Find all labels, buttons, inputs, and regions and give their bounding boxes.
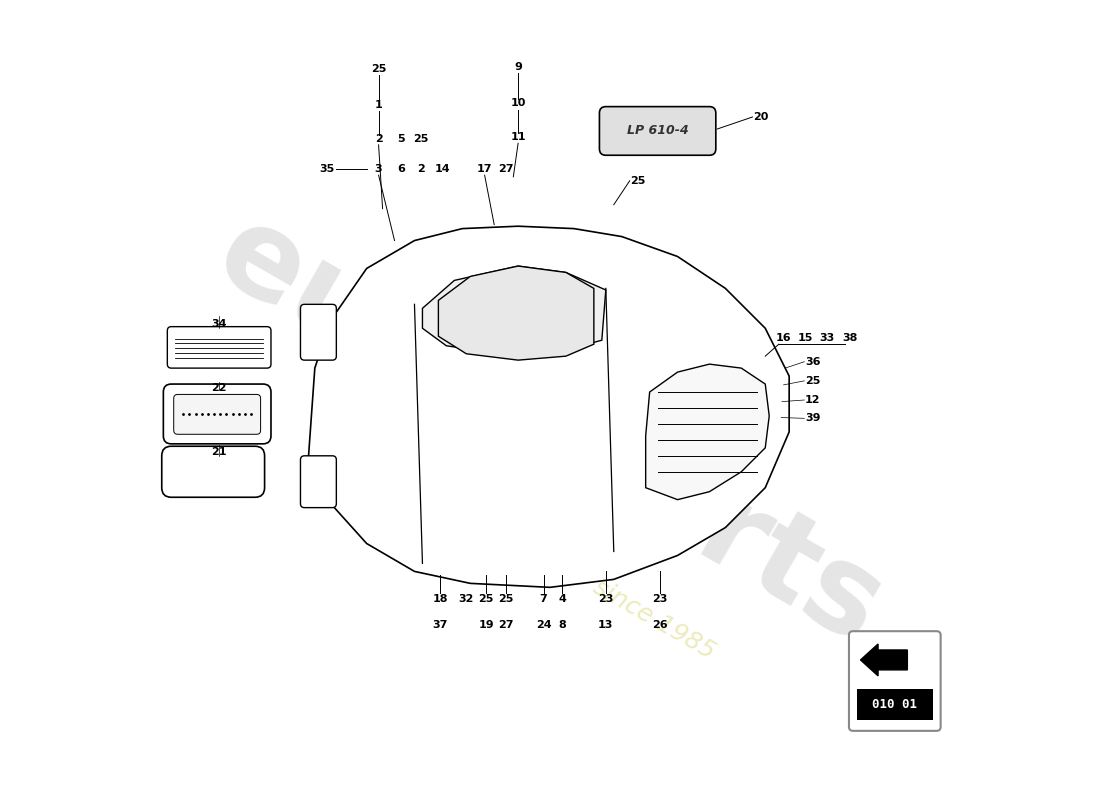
Bar — [857, 689, 933, 721]
Text: 25: 25 — [629, 176, 645, 186]
FancyBboxPatch shape — [300, 304, 337, 360]
Text: 38: 38 — [843, 333, 857, 343]
Text: 8: 8 — [558, 620, 565, 630]
Text: 22: 22 — [211, 383, 227, 393]
FancyBboxPatch shape — [600, 106, 716, 155]
Text: 24: 24 — [536, 620, 551, 630]
Text: 37: 37 — [432, 620, 448, 630]
Text: 6: 6 — [397, 164, 405, 174]
Text: 19: 19 — [478, 620, 494, 630]
Text: 12: 12 — [805, 395, 821, 405]
FancyBboxPatch shape — [174, 394, 261, 434]
Text: 16: 16 — [776, 333, 791, 343]
Text: 23: 23 — [652, 594, 668, 604]
FancyBboxPatch shape — [167, 326, 271, 368]
Text: 1: 1 — [375, 100, 383, 110]
Text: 18: 18 — [432, 594, 448, 604]
Text: 010 01: 010 01 — [872, 698, 917, 711]
Text: 26: 26 — [652, 620, 668, 630]
Text: 34: 34 — [211, 319, 227, 330]
Text: 21: 21 — [211, 447, 227, 457]
Text: a passion for parts since 1985: a passion for parts since 1985 — [381, 454, 719, 664]
Text: 2: 2 — [375, 134, 383, 144]
FancyArrow shape — [860, 644, 908, 676]
Text: 39: 39 — [805, 414, 821, 423]
Text: 25: 25 — [478, 594, 494, 604]
Text: eurosparts: eurosparts — [197, 194, 903, 670]
Text: 13: 13 — [598, 620, 614, 630]
PathPatch shape — [646, 364, 769, 500]
FancyBboxPatch shape — [849, 631, 940, 731]
Text: 5: 5 — [397, 134, 405, 144]
Text: 9: 9 — [514, 62, 522, 72]
Text: 27: 27 — [498, 164, 514, 174]
Text: 20: 20 — [754, 112, 769, 122]
Text: 7: 7 — [540, 594, 548, 604]
Text: 25: 25 — [498, 594, 514, 604]
Text: 35: 35 — [319, 164, 334, 174]
Text: 27: 27 — [498, 620, 514, 630]
FancyBboxPatch shape — [300, 456, 337, 508]
Text: 25: 25 — [371, 64, 386, 74]
Text: 33: 33 — [820, 333, 835, 343]
Text: 17: 17 — [477, 164, 493, 174]
Text: 10: 10 — [510, 98, 526, 108]
Text: LP 610-4: LP 610-4 — [627, 125, 689, 138]
Text: 3: 3 — [375, 164, 383, 174]
Text: 14: 14 — [434, 164, 450, 174]
Text: 23: 23 — [598, 594, 614, 604]
FancyBboxPatch shape — [162, 446, 265, 498]
PathPatch shape — [439, 266, 594, 360]
Text: 2: 2 — [417, 164, 425, 174]
FancyBboxPatch shape — [163, 384, 271, 444]
Text: 11: 11 — [510, 132, 526, 142]
Text: 25: 25 — [414, 134, 429, 144]
Text: 15: 15 — [798, 333, 813, 343]
Bar — [857, 642, 933, 686]
PathPatch shape — [422, 266, 606, 354]
Text: 36: 36 — [805, 357, 821, 366]
Text: 32: 32 — [459, 594, 474, 604]
Text: 25: 25 — [805, 376, 821, 386]
PathPatch shape — [307, 226, 789, 587]
Text: 4: 4 — [558, 594, 565, 604]
